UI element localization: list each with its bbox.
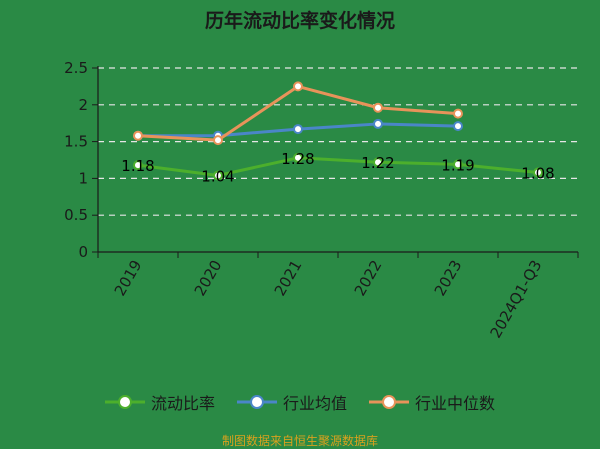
x-tick-label: 2021 (271, 257, 306, 299)
chart-legend: 流动比率 行业均值 行业中位数 (0, 390, 600, 414)
y-tick-label: 2 (78, 96, 88, 114)
data-label: 1.08 (521, 165, 554, 183)
y-tick-label: 1.5 (64, 133, 88, 151)
legend-label-current-ratio: 流动比率 (150, 394, 215, 413)
data-label: 1.28 (281, 150, 314, 168)
data-point (453, 108, 463, 119)
x-tick-label: 2024Q1-Q3 (486, 257, 545, 341)
data-point (453, 121, 463, 132)
y-tick-label: 2.5 (64, 59, 88, 77)
data-point (213, 170, 223, 181)
legend-item-industry-mean[interactable]: 行业均值 (236, 390, 347, 414)
legend-label-industry-median: 行业中位数 (415, 394, 496, 413)
data-point (373, 118, 383, 129)
series-line (137, 156, 539, 177)
data-point (373, 102, 383, 113)
legend-label-industry-mean: 行业均值 (282, 394, 347, 413)
y-tick-label: 0 (78, 243, 88, 261)
y-tick-label: 1 (78, 169, 88, 187)
legend-item-industry-median[interactable]: 行业中位数 (369, 390, 495, 414)
y-tick-label: 0.5 (64, 206, 88, 224)
data-point (133, 160, 143, 171)
data-label: 1.18 (121, 157, 154, 175)
legend-swatch-industry-mean (236, 395, 277, 409)
x-tick-label: 2022 (351, 257, 386, 299)
legend-swatch-current-ratio (104, 395, 145, 409)
x-tick-label: 2023 (431, 257, 466, 299)
data-label: 1.04 (201, 167, 234, 185)
data-point (293, 124, 303, 135)
data-label: 1.22 (361, 154, 394, 172)
legend-item-current-ratio[interactable]: 流动比率 (104, 390, 215, 414)
data-point (293, 152, 303, 163)
data-point (533, 167, 543, 178)
x-tick-label: 2019 (111, 257, 146, 299)
x-tick-label: 2020 (191, 257, 226, 299)
data-point (133, 130, 143, 141)
data-point (213, 135, 223, 146)
data-label: 1.19 (441, 156, 474, 174)
data-point (453, 159, 463, 170)
legend-swatch-industry-median (369, 395, 409, 409)
data-point (293, 81, 303, 92)
source-footer: 制图数据来自恒生聚源数据库 (221, 434, 378, 448)
chart-title: 历年流动比率变化情况 (204, 10, 395, 32)
data-point (373, 157, 383, 168)
